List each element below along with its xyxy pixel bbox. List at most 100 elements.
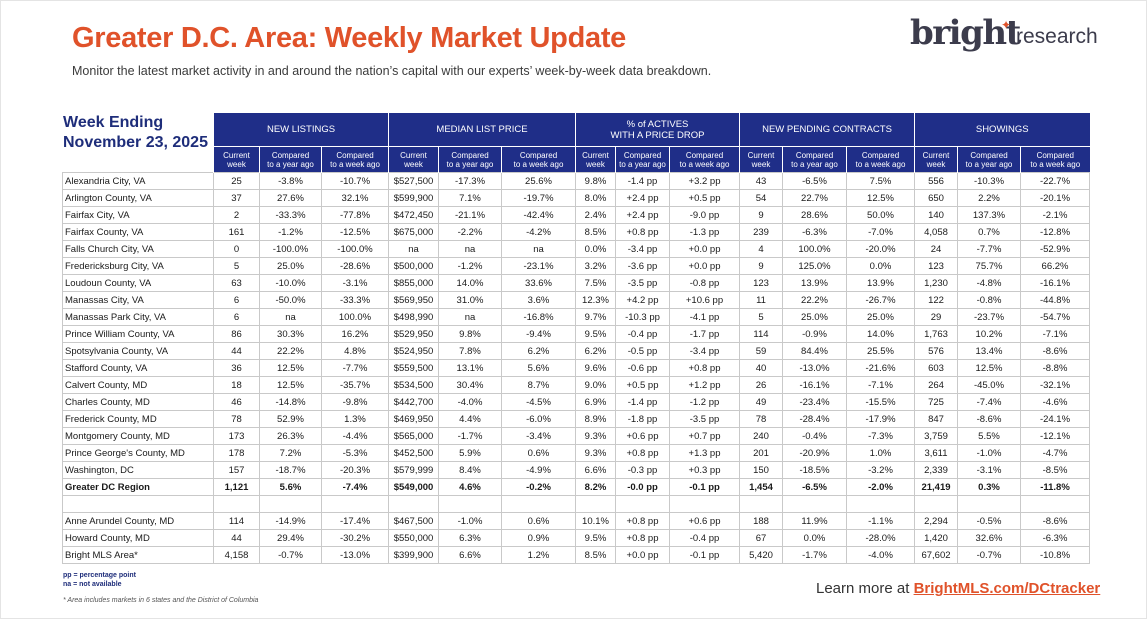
table-cell: -15.5%: [846, 393, 915, 411]
table-row: Fairfax County, VA 161 -1.2% -12.5% $675,000…: [62, 223, 1090, 241]
table-cell: 86: [213, 325, 260, 343]
table-cell: -100.0%: [259, 240, 322, 258]
table-cell: $569,950: [388, 291, 439, 309]
table-cell: -42.4%: [501, 206, 576, 224]
table-cell: 4.4%: [438, 410, 502, 428]
table-cell: 16.2%: [321, 325, 389, 343]
table-cell: -8.5%: [1020, 461, 1090, 479]
table-cell: 13.1%: [438, 359, 502, 377]
table-row: Arlington County, VA 37 27.6% 32.1% $599,900…: [62, 189, 1090, 207]
tracker-link[interactable]: BrightMLS.com/DCtracker: [913, 580, 1101, 597]
table-cell: 9: [739, 206, 783, 224]
table-cell: 0.7%: [957, 223, 1021, 241]
table-cell: -3.5 pp: [615, 274, 670, 292]
row-name: Fairfax County, VA: [62, 223, 214, 241]
table-cell: -28.0%: [846, 529, 915, 547]
table-cell: -0.4%: [782, 427, 847, 445]
table-cell: 12.5%: [259, 376, 322, 394]
table-cell: 9.8%: [438, 325, 502, 343]
table-cell: -16.1%: [1020, 274, 1090, 292]
table-cell: 8.4%: [438, 461, 502, 479]
learn-more: Learn more at BrightMLS.com/DCtracker: [816, 580, 1100, 597]
table-cell: 114: [739, 325, 783, 343]
row-name: Howard County, MD: [62, 529, 214, 547]
table-cell: 31.0%: [438, 291, 502, 309]
table-cell: -17.9%: [846, 410, 915, 428]
table-cell: -17.4%: [321, 512, 389, 530]
table-cell: -16.1%: [782, 376, 847, 394]
table-cell: 1,763: [914, 325, 958, 343]
table-cell: -1.2%: [438, 257, 502, 275]
sub-header: Current week: [914, 146, 958, 173]
table-cell: -23.4%: [782, 393, 847, 411]
sub-header: Current week: [388, 146, 439, 173]
table-cell: 24: [914, 240, 958, 258]
table-cell: 75.7%: [957, 257, 1021, 275]
table-cell: $469,950: [388, 410, 439, 428]
table-cell: -8.6%: [1020, 512, 1090, 530]
table-cell: 5.6%: [259, 478, 322, 496]
table-cell: -1.2 pp: [669, 393, 740, 411]
spacer-cell: [213, 495, 260, 513]
table-cell: 5.5%: [957, 427, 1021, 445]
table-cell: -35.7%: [321, 376, 389, 394]
table-row: Calvert County, MD 18 12.5% -35.7% $534,500 3…: [62, 376, 1090, 394]
table-cell: 6: [213, 291, 260, 309]
table-cell: -20.9%: [782, 444, 847, 462]
table-cell: -6.5%: [782, 478, 847, 496]
sub-header: Compared to a year ago: [615, 146, 670, 173]
table-row: Falls Church City, VA 0 -100.0% -100.0% na na…: [62, 240, 1090, 258]
table-cell: -0.0 pp: [615, 478, 670, 496]
table-cell: -44.8%: [1020, 291, 1090, 309]
table-cell: 5.9%: [438, 444, 502, 462]
table-cell: $855,000: [388, 274, 439, 292]
spacer-cell: [321, 495, 389, 513]
table-cell: -18.5%: [782, 461, 847, 479]
spacer-cell: [62, 495, 214, 513]
group-header-0: NEW LISTINGS: [213, 113, 389, 147]
page-subtitle: Monitor the latest market activity in an…: [72, 64, 712, 78]
logo-star-icon: ✦: [1001, 18, 1012, 32]
table-cell: 84.4%: [782, 342, 847, 360]
table-cell: -7.4%: [957, 393, 1021, 411]
table-cell: -32.1%: [1020, 376, 1090, 394]
row-name: Manassas City, VA: [62, 291, 214, 309]
table-cell: -4.4%: [321, 427, 389, 445]
table-cell: -1.1%: [846, 512, 915, 530]
table-cell: 140: [914, 206, 958, 224]
table-cell: 5: [739, 308, 783, 326]
table-cell: -0.5%: [957, 512, 1021, 530]
table-row: Washington, DC 157 -18.7% -20.3% $579,999 8.4…: [62, 461, 1090, 479]
table-cell: $599,900: [388, 189, 439, 207]
table-cell: 2,294: [914, 512, 958, 530]
table-cell: 78: [213, 410, 260, 428]
table-cell: +10.6 pp: [669, 291, 740, 309]
table-cell: 8.9%: [575, 410, 616, 428]
table-cell: 6.2%: [575, 342, 616, 360]
logo-brand: bright: [910, 13, 1021, 53]
row-name: Prince William County, VA: [62, 325, 214, 343]
table-cell: -5.3%: [321, 444, 389, 462]
sub-header: Current week: [739, 146, 783, 173]
row-name: Bright MLS Area*: [62, 546, 214, 564]
table-cell: 50.0%: [846, 206, 915, 224]
table-cell: -10.3 pp: [615, 308, 670, 326]
table-cell: -7.7%: [957, 240, 1021, 258]
bright-research-logo[interactable]: bright ✦ research: [910, 14, 1110, 54]
table-cell: 5.6%: [501, 359, 576, 377]
table-cell: -1.4 pp: [615, 172, 670, 190]
spacer-cell: [438, 495, 502, 513]
table-cell: $579,999: [388, 461, 439, 479]
table-cell: -3.6 pp: [615, 257, 670, 275]
table-cell: -3.2%: [846, 461, 915, 479]
table-cell: 122: [914, 291, 958, 309]
table-cell: 1.2%: [501, 546, 576, 564]
table-cell: -0.1 pp: [669, 546, 740, 564]
table-cell: 0.0%: [782, 529, 847, 547]
table-cell: 13.4%: [957, 342, 1021, 360]
table-cell: 30.4%: [438, 376, 502, 394]
table-cell: 11.9%: [782, 512, 847, 530]
group-header-1: MEDIAN LIST PRICE: [388, 113, 576, 147]
table-cell: +0.8 pp: [615, 512, 670, 530]
table-cell: -4.9%: [501, 461, 576, 479]
